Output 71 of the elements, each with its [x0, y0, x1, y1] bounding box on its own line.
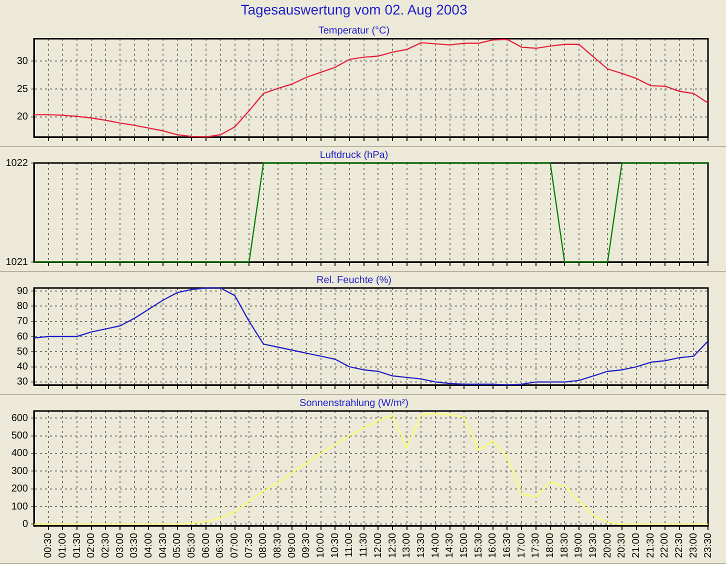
x-tick-label: 02:00 — [86, 532, 98, 558]
y-tick-label: 100 — [11, 501, 28, 512]
x-tick-label: 20:30 — [616, 532, 628, 558]
x-tick-label: 16:00 — [488, 532, 499, 558]
x-tick-label: 19:00 — [574, 532, 585, 558]
y-tick-label: 1021 — [6, 256, 28, 268]
chart-title: Tagesauswertung vom 02. Aug 2003 — [240, 1, 468, 18]
y-tick-label: 600 — [11, 412, 28, 424]
x-tick-label: 10:00 — [316, 532, 327, 558]
x-tick-label: 12:30 — [387, 532, 398, 558]
x-tick-label: 05:00 — [172, 532, 184, 558]
x-tick-label: 21:30 — [645, 532, 656, 558]
x-tick-label: 14:30 — [444, 532, 456, 558]
y-tick-label: 25 — [16, 84, 28, 95]
chart-subtitle: Temperatur (°C) — [318, 26, 390, 37]
x-tick-label: 08:30 — [272, 532, 284, 558]
x-tick-label: 18:00 — [545, 532, 556, 558]
y-tick-label: 90 — [16, 286, 28, 297]
x-tick-label: 23:00 — [688, 532, 700, 558]
x-tick-label: 11:30 — [358, 532, 370, 558]
x-tick-label: 14:00 — [430, 532, 442, 558]
y-tick-label: 20 — [16, 112, 28, 123]
y-tick-label: 50 — [16, 346, 28, 358]
x-tick-label: 05:30 — [186, 532, 198, 558]
x-tick-label: 04:00 — [143, 532, 154, 558]
x-tick-label: 20:00 — [602, 532, 614, 558]
chart-title: Rel. Feuchte (%) — [316, 274, 392, 286]
x-tick-label: 22:00 — [660, 532, 671, 558]
x-tick-label: 02:30 — [100, 532, 112, 558]
x-tick-label: 19:30 — [588, 532, 600, 558]
x-tick-label: 01:00 — [57, 532, 68, 558]
x-tick-label: 00:30 — [43, 532, 54, 558]
x-tick-label: 23:30 — [702, 532, 714, 558]
x-tick-label: 17:30 — [530, 532, 542, 558]
x-tick-label: 04:30 — [158, 532, 169, 558]
x-tick-label: 03:00 — [114, 532, 126, 558]
x-tick-label: 07:00 — [230, 532, 241, 558]
x-tick-label: 15:00 — [458, 532, 470, 558]
x-tick-label: 21:00 — [631, 532, 642, 558]
x-tick-label: 08:00 — [258, 532, 270, 558]
y-tick-label: 80 — [16, 300, 28, 312]
x-tick-label: 06:30 — [215, 532, 226, 558]
y-tick-label: 0 — [22, 518, 28, 530]
y-tick-label: 500 — [11, 430, 28, 442]
x-tick-label: 13:00 — [402, 532, 413, 558]
x-tick-label: 15:30 — [473, 532, 484, 558]
x-tick-label: 06:00 — [200, 532, 212, 558]
x-tick-label: 22:30 — [674, 532, 686, 558]
x-tick-label: 10:30 — [330, 532, 341, 558]
x-tick-label: 01:30 — [72, 532, 83, 558]
x-tick-label: 09:30 — [301, 532, 312, 558]
x-tick-label: 11:00 — [344, 532, 356, 558]
y-tick-label: 300 — [11, 466, 28, 477]
y-tick-label: 1022 — [6, 158, 28, 169]
y-tick-label: 400 — [11, 448, 28, 460]
x-tick-label: 17:00 — [516, 532, 528, 558]
x-tick-label: 12:00 — [372, 532, 384, 558]
x-tick-label: 07:30 — [244, 532, 255, 558]
y-tick-label: 200 — [11, 484, 28, 495]
chart-title: Luftdruck (hPa) — [320, 150, 388, 161]
y-tick-label: 70 — [16, 316, 28, 328]
y-tick-label: 30 — [16, 56, 28, 67]
x-tick-label: 03:30 — [129, 532, 140, 558]
y-tick-label: 60 — [16, 331, 28, 342]
x-tick-label: 13:30 — [416, 532, 427, 558]
chart-title: Sonnenstrahlung (W/m²) — [300, 398, 408, 409]
x-tick-label: 16:30 — [502, 532, 513, 558]
x-tick-label: 18:30 — [559, 532, 570, 558]
y-tick-label: 40 — [16, 362, 28, 373]
y-tick-label: 30 — [16, 376, 28, 388]
x-tick-label: 09:00 — [286, 532, 298, 558]
